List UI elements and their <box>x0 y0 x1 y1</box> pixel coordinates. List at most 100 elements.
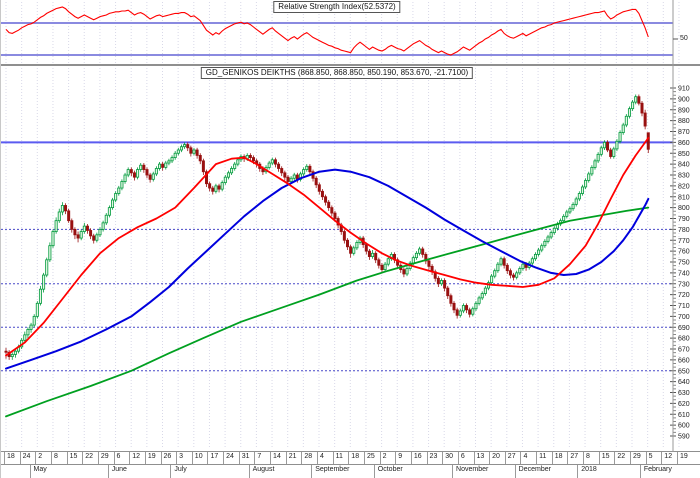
week-tick-label: 29 <box>633 453 641 460</box>
week-tick-separator <box>614 452 616 464</box>
price-tick-label: 650 <box>678 368 690 375</box>
month-label: May <box>33 466 47 473</box>
week-tick-separator <box>551 452 553 464</box>
week-tick-separator <box>473 452 475 464</box>
price-tick-label: 600 <box>678 423 690 430</box>
price-tick-label: 620 <box>678 401 690 408</box>
week-tick-label: 22 <box>617 453 626 460</box>
price-plot[interactable]: 910 900 890 880 870 860 850 840 830 820 810 800 790 7… <box>1 66 700 452</box>
week-tick-label: 23 <box>429 453 438 460</box>
date-axis-months: May June July August September October Novembe… <box>1 465 700 478</box>
month-separator <box>639 465 641 478</box>
week-tick-separator <box>144 452 146 464</box>
week-tick-label: 8 <box>586 453 590 460</box>
week-tick-separator <box>379 452 381 464</box>
price-tick-label: 670 <box>678 347 690 354</box>
week-tick-separator <box>410 452 412 464</box>
week-tick-label: 2 <box>382 453 387 460</box>
week-tick-separator <box>317 452 318 464</box>
week-tick-separator <box>4 452 5 464</box>
support-resistance-lines[interactable] <box>1 141 673 372</box>
price-tick-label: 840 <box>678 162 690 169</box>
price-tick-label: 590 <box>678 434 690 441</box>
week-tick-separator <box>223 452 225 464</box>
week-tick-separator <box>442 452 444 464</box>
date-axis-weeks: 18 24 2 8 15 22 29 6 12 19 26 3 10 17 24 31 7 14 21 28 4 11 18… <box>1 452 700 465</box>
week-tick-separator <box>348 452 350 464</box>
week-tick-separator <box>254 452 256 464</box>
ma-green-line <box>5 206 650 418</box>
week-tick-label: 18 <box>7 453 15 460</box>
week-tick-separator <box>270 452 272 464</box>
week-tick-label: 2 <box>38 453 43 460</box>
week-tick-separator <box>363 452 365 464</box>
rsi-bands <box>1 22 673 56</box>
week-tick-separator <box>457 452 459 464</box>
week-tick-label: 6 <box>116 453 121 460</box>
price-title: GD_GENIKOS DEIKTHS (868.850, 868.850, 85… <box>200 67 474 79</box>
date-axis[interactable]: 18 24 2 8 15 22 29 6 12 19 26 3 10 17 24 31 7 14 21 28 4 11 18… <box>1 452 700 478</box>
rsi-plot[interactable] <box>1 0 700 66</box>
price-tick-label: 800 <box>678 205 690 212</box>
week-tick-separator <box>426 452 428 464</box>
price-tick-label: 700 <box>678 314 690 321</box>
price-tick-label: 880 <box>678 118 690 125</box>
week-tick-separator <box>520 452 522 464</box>
price-tick-label: 710 <box>678 303 690 310</box>
week-tick-label: 4 <box>523 453 528 460</box>
week-tick-separator <box>661 452 663 464</box>
week-tick-label: 9 <box>398 453 403 460</box>
week-tick-separator <box>176 452 178 464</box>
rsi-title: Relative Strength Index(52.5372) <box>273 1 401 13</box>
rsi-panel: Relative Strength Index(52.5372) 50 <box>1 0 700 66</box>
week-tick-label: 15 <box>69 453 78 460</box>
price-tick-label: 910 <box>678 86 690 93</box>
month-label: July <box>174 466 187 473</box>
rsi-axis-label-50: 50 <box>680 35 688 42</box>
price-tick-label: 750 <box>678 260 690 267</box>
week-tick-label: 30 <box>445 453 453 460</box>
month-separator <box>577 465 579 478</box>
month-separator <box>107 465 109 478</box>
week-tick-label: 12 <box>664 453 673 460</box>
week-tick-label: 13 <box>476 453 485 460</box>
month-separator <box>170 465 172 478</box>
rsi-gridlines <box>5 2 680 64</box>
week-tick-separator <box>630 452 631 464</box>
month-separator <box>373 465 375 478</box>
price-tick-label: 730 <box>678 281 690 288</box>
week-tick-label: 4 <box>320 453 324 460</box>
week-tick-separator <box>113 452 115 464</box>
price-tick-label: 660 <box>678 357 690 364</box>
week-tick-label: 26 <box>163 453 172 460</box>
week-tick-label: 29 <box>100 453 109 460</box>
price-tick-label: 770 <box>678 238 690 245</box>
week-tick-separator <box>191 452 193 464</box>
week-tick-label: 8 <box>53 453 58 460</box>
month-separator <box>248 465 250 478</box>
month-label: October <box>377 466 403 473</box>
price-tick-label: 820 <box>678 183 690 190</box>
ma-red-line <box>5 137 650 357</box>
ma-blue-line <box>5 168 650 370</box>
week-tick-separator <box>66 452 68 464</box>
week-tick-separator <box>332 452 334 464</box>
week-tick-label: 11 <box>335 453 343 460</box>
week-tick-separator <box>598 452 600 464</box>
week-tick-label: 14 <box>273 453 281 460</box>
price-tick-label: 610 <box>678 412 690 419</box>
week-tick-label: 16 <box>413 453 422 460</box>
week-tick-separator <box>129 452 131 464</box>
week-tick-label: 18 <box>554 453 563 460</box>
week-tick-label: 27 <box>507 453 516 460</box>
week-tick-separator <box>489 452 491 464</box>
week-tick-label: 10 <box>194 453 203 460</box>
price-tick-label: 890 <box>678 107 690 114</box>
week-tick-separator <box>676 452 678 464</box>
week-tick-separator <box>301 452 303 464</box>
week-tick-label: 24 <box>22 453 31 460</box>
week-tick-separator <box>160 452 162 464</box>
week-tick-label: 11 <box>539 453 547 460</box>
month-label: 2018 <box>581 466 597 473</box>
week-tick-separator <box>207 452 209 464</box>
